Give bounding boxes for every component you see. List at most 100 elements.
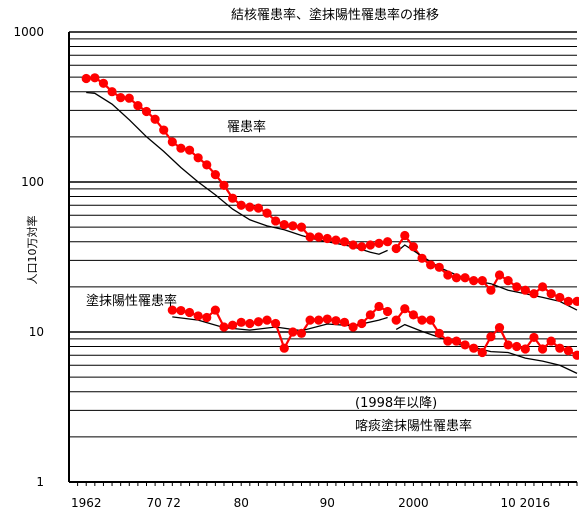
data-point [486, 285, 496, 295]
data-point [210, 170, 220, 180]
data-point [253, 317, 264, 327]
plot-frame [68, 31, 578, 486]
data-point [150, 114, 160, 124]
y-tick-label: 1 [36, 475, 44, 489]
x-tick-label: 1962 [71, 496, 102, 510]
data-point [296, 328, 307, 338]
data-point [81, 73, 91, 84]
annotation-incidence: 罹患率 [227, 119, 266, 135]
data-point [296, 222, 307, 232]
series-markers [81, 73, 579, 360]
data-point [133, 101, 143, 111]
data-point [451, 273, 462, 283]
data-point [469, 276, 479, 286]
data-point [374, 238, 384, 248]
data-point [382, 237, 393, 247]
data-point [227, 193, 238, 203]
data-point [271, 318, 281, 329]
data-point [443, 336, 453, 346]
data-point [451, 336, 462, 346]
data-point [305, 315, 315, 325]
data-point [245, 318, 255, 329]
data-point [477, 276, 487, 286]
y-tick-label: 100 [21, 175, 44, 189]
data-point [262, 315, 272, 325]
data-point [555, 343, 565, 353]
chart-title: 結核罹患率、塗抹陽性罹患率の推移 [231, 7, 439, 23]
data-point [124, 93, 134, 103]
data-point [236, 317, 246, 327]
data-point [537, 344, 548, 354]
data-point [116, 93, 126, 103]
data-point [314, 232, 324, 242]
annotation-smear-positive: 塗抹陽性罹患率 [86, 293, 177, 309]
data-point [529, 289, 539, 299]
data-point [159, 125, 169, 135]
data-point [546, 289, 556, 299]
y-tick-label: 10 [29, 325, 44, 339]
data-point [400, 230, 410, 241]
data-point [219, 180, 229, 190]
data-point [546, 336, 556, 346]
data-point [339, 237, 350, 247]
data-point [279, 343, 289, 353]
data-point [271, 216, 281, 226]
data-point [529, 332, 539, 343]
data-point [469, 343, 479, 353]
data-point [365, 240, 375, 250]
data-point [563, 296, 573, 306]
data-point [184, 307, 195, 318]
x-tick-label: 2000 [398, 496, 429, 510]
y-axis-label: 人口10万対率 [25, 216, 39, 285]
data-point [486, 332, 496, 342]
data-point [184, 145, 195, 155]
data-point [494, 270, 505, 280]
series-line-1 [86, 91, 388, 255]
data-point [167, 137, 177, 147]
data-point [253, 203, 264, 213]
data-point [365, 310, 375, 320]
data-point [227, 320, 238, 330]
data-point [322, 314, 332, 324]
y-tick-label: 1000 [13, 25, 44, 39]
data-point [262, 208, 272, 218]
data-point [98, 78, 109, 88]
data-point [236, 200, 246, 210]
data-point [305, 232, 315, 242]
data-point [520, 344, 530, 354]
data-point [167, 305, 177, 315]
data-point [348, 322, 358, 332]
data-point [417, 253, 427, 263]
data-point [520, 285, 530, 295]
data-point [288, 221, 298, 231]
data-point [512, 282, 522, 292]
data-point [572, 350, 579, 360]
data-point [537, 282, 548, 292]
data-point [107, 87, 117, 97]
data-point [141, 106, 152, 117]
x-tick-label: 90 [320, 496, 335, 510]
data-point [434, 262, 444, 272]
data-point [426, 315, 436, 325]
data-point [219, 322, 229, 332]
data-point [443, 270, 453, 280]
data-point [176, 143, 186, 153]
data-point [417, 315, 427, 325]
x-tick-label: 10 2016 [501, 496, 551, 510]
data-point [563, 346, 573, 356]
series-line-0 [395, 233, 577, 303]
data-point [202, 312, 212, 323]
series-line-0 [86, 76, 388, 248]
data-point [408, 242, 419, 252]
data-point [348, 240, 358, 250]
data-point [210, 305, 220, 315]
data-point [494, 322, 505, 333]
data-point [512, 341, 522, 352]
data-point [503, 276, 513, 286]
data-point [193, 311, 203, 321]
data-point [460, 273, 470, 283]
data-point [391, 243, 401, 254]
data-point [202, 160, 212, 170]
data-point [408, 310, 419, 320]
